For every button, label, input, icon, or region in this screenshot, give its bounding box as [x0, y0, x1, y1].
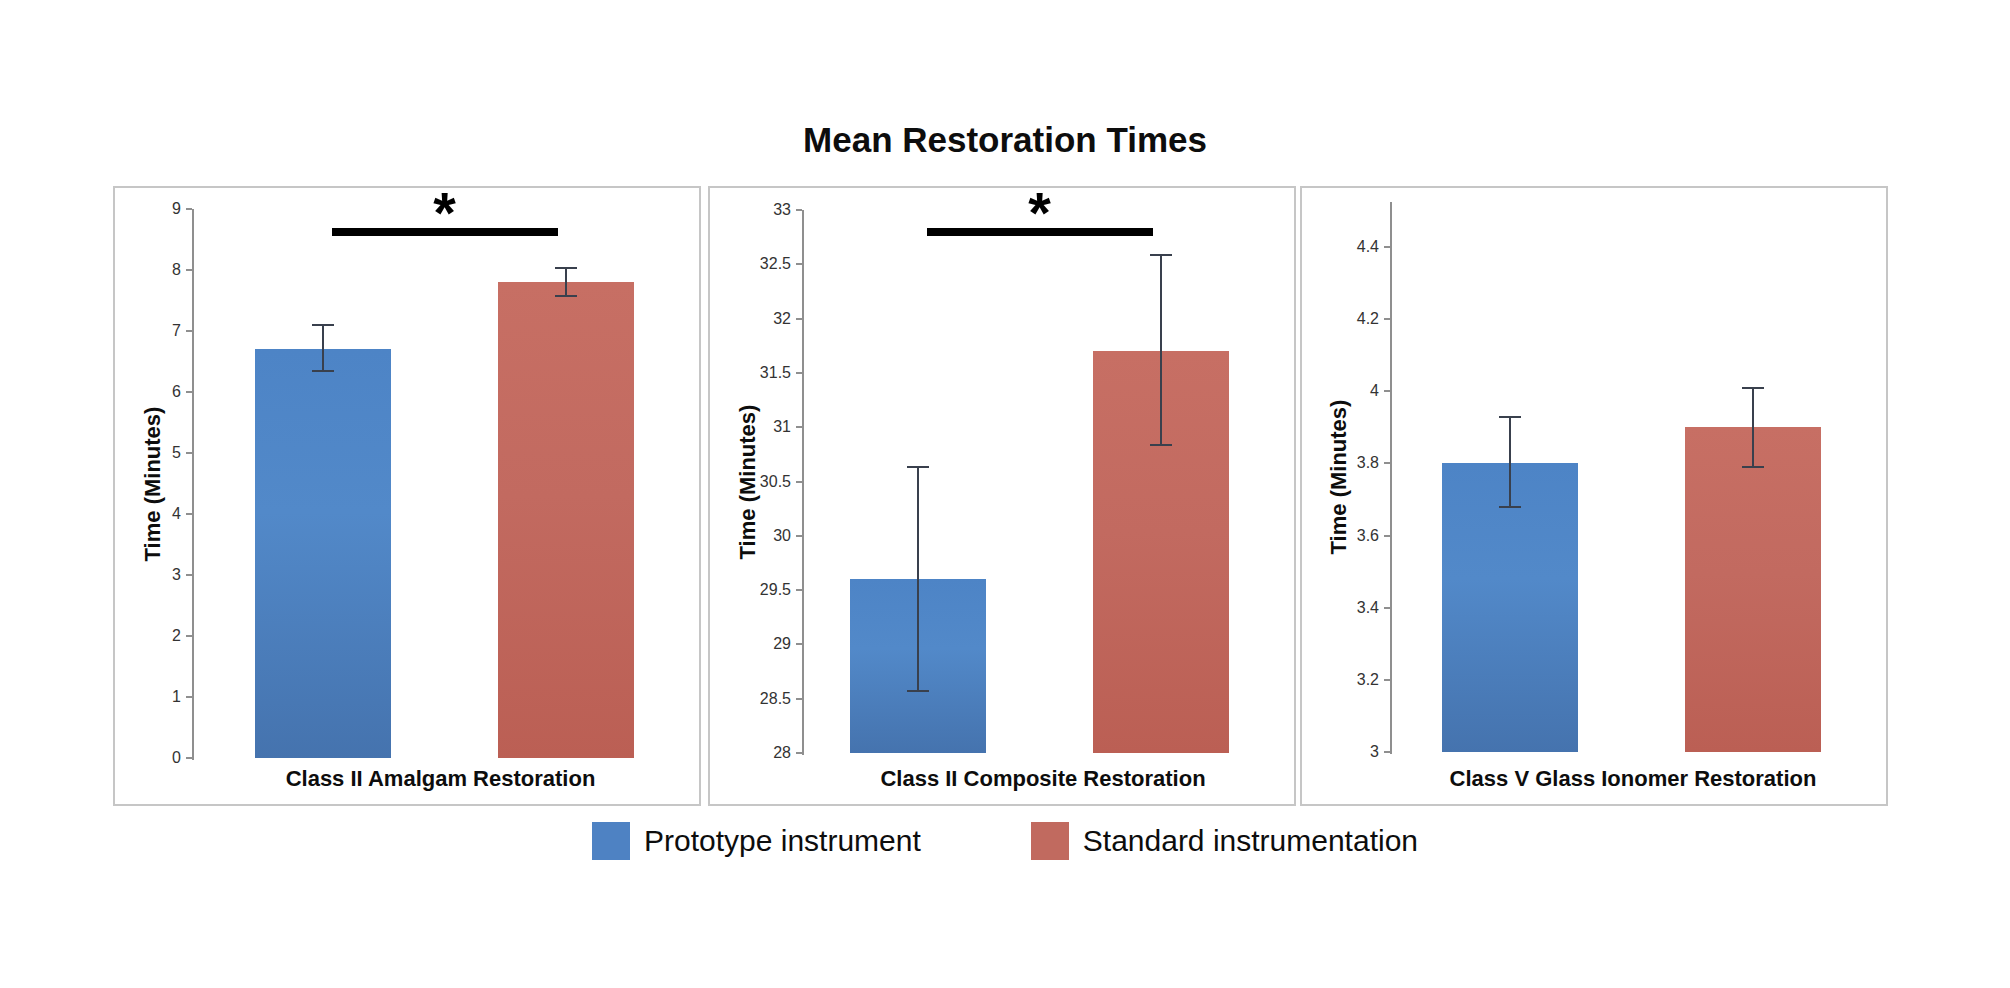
y-tick: [1384, 390, 1390, 392]
y-tick: [1384, 607, 1390, 609]
panel-class-ii-amalgam-restoration: 0123456789Time (Minutes)*Class II Amalga…: [113, 186, 701, 806]
error-bar-cap-top: [1499, 416, 1521, 418]
y-axis: [1390, 202, 1392, 754]
y-tick: [796, 209, 802, 211]
y-tick: [186, 269, 192, 271]
bar-standard: [1685, 427, 1821, 752]
figure-mean-restoration-times: Mean Restoration Times 0123456789Time (M…: [0, 0, 2010, 988]
y-tick: [796, 372, 802, 374]
error-bar-cap-top: [1742, 387, 1764, 389]
y-tick: [186, 757, 192, 759]
y-tick: [186, 391, 192, 393]
error-bar-line: [322, 325, 324, 371]
significance-asterisk: *: [1000, 184, 1080, 242]
y-tick: [186, 696, 192, 698]
y-axis-title: Time (Minutes): [732, 210, 762, 753]
y-axis: [802, 210, 804, 755]
error-bar-cap-top: [1150, 254, 1172, 256]
legend-item-standard: Standard instrumentation: [1031, 822, 1418, 860]
y-tick: [1384, 751, 1390, 753]
y-tick: [796, 698, 802, 700]
y-tick: [186, 635, 192, 637]
x-category-label: Class V Glass Ionomer Restoration: [1390, 764, 1876, 794]
legend-item-prototype: Prototype instrument: [592, 822, 921, 860]
error-bar-line: [1752, 388, 1754, 467]
y-tick: [796, 318, 802, 320]
y-axis-title: Time (Minutes): [137, 209, 167, 758]
error-bar-cap-top: [907, 466, 929, 468]
y-tick: [186, 208, 192, 210]
bar-standard: [498, 282, 634, 758]
error-bar-cap-bottom: [907, 690, 929, 692]
y-tick: [796, 535, 802, 537]
error-bar-line: [565, 268, 567, 296]
legend: Prototype instrument Standard instrument…: [0, 822, 2010, 860]
y-axis-title: Time (Minutes): [1324, 202, 1354, 752]
error-bar-line: [1509, 417, 1511, 507]
y-tick: [1384, 318, 1390, 320]
y-axis: [192, 209, 194, 760]
legend-swatch-prototype: [592, 822, 630, 860]
error-bar-cap-bottom: [1499, 506, 1521, 508]
panel-class-ii-composite-restoration: 2828.52929.53030.53131.53232.533Time (Mi…: [708, 186, 1296, 806]
error-bar-cap-bottom: [1742, 466, 1764, 468]
error-bar-cap-bottom: [555, 295, 577, 297]
y-tick: [796, 589, 802, 591]
y-tick: [796, 263, 802, 265]
y-tick: [796, 752, 802, 754]
y-tick: [186, 452, 192, 454]
x-category-label: Class II Composite Restoration: [802, 764, 1284, 794]
y-tick: [796, 643, 802, 645]
y-tick: [186, 330, 192, 332]
x-category-label: Class II Amalgam Restoration: [192, 764, 689, 794]
error-bar-cap-bottom: [312, 370, 334, 372]
error-bar-cap-top: [312, 324, 334, 326]
y-tick: [1384, 535, 1390, 537]
y-tick: [186, 574, 192, 576]
y-tick: [186, 513, 192, 515]
significance-asterisk: *: [405, 184, 485, 242]
error-bar-cap-bottom: [1150, 444, 1172, 446]
y-tick: [1384, 246, 1390, 248]
legend-label-prototype: Prototype instrument: [644, 824, 921, 858]
y-tick: [1384, 462, 1390, 464]
y-tick: [796, 481, 802, 483]
error-bar-line: [917, 467, 919, 691]
y-tick: [1384, 679, 1390, 681]
error-bar-line: [1160, 255, 1162, 445]
panel-class-v-glass-ionomer-restoration: 33.23.43.63.844.24.4Time (Minutes)Class …: [1300, 186, 1888, 806]
legend-swatch-standard: [1031, 822, 1069, 860]
y-tick: [796, 426, 802, 428]
error-bar-cap-top: [555, 267, 577, 269]
figure-title: Mean Restoration Times: [0, 120, 2010, 160]
legend-label-standard: Standard instrumentation: [1083, 824, 1418, 858]
bar-prototype: [255, 349, 391, 758]
